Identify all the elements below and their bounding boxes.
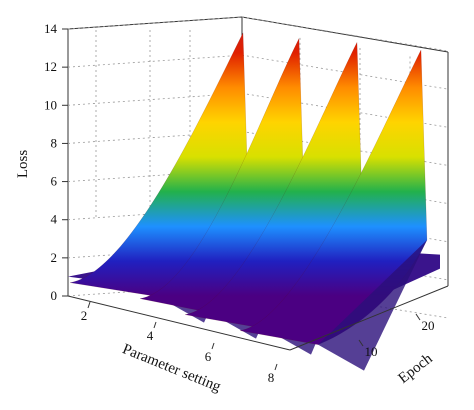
- surface-ridge-shadow: [318, 239, 427, 371]
- x-tick: [153, 321, 157, 329]
- y-tick: [415, 313, 421, 321]
- axes-box-front: [67, 285, 449, 351]
- z-tick-label: 14: [44, 21, 58, 36]
- z-tick-label: 10: [44, 97, 57, 112]
- y-axis-ticks: 10 20: [358, 313, 435, 359]
- y-tick-label: 10: [365, 344, 378, 359]
- surface-plot: [68, 32, 440, 371]
- x-tick-label: 6: [205, 349, 212, 364]
- y-axis-title: Epoch: [396, 350, 436, 387]
- z-tick-label: 6: [51, 174, 58, 189]
- x-tick: [87, 301, 91, 309]
- x-axis-line: [67, 295, 291, 351]
- z-tick-label: 4: [51, 212, 58, 227]
- x-tick: [274, 363, 278, 371]
- z-tick-label: 0: [51, 288, 58, 303]
- y-tick: [358, 339, 364, 347]
- z-tick-label: 2: [51, 250, 58, 265]
- z-tick-label: 12: [44, 59, 57, 74]
- y-axis-line: [289, 285, 449, 351]
- y-tick-label: 20: [422, 318, 435, 333]
- x-tick-label: 4: [147, 328, 154, 343]
- z-axis-title: Loss: [15, 150, 31, 179]
- x-tick-label: 2: [81, 308, 88, 323]
- x-axis-ticks: 2 4 6 8: [81, 301, 278, 385]
- z-tick-label: 8: [51, 135, 58, 150]
- x-tick-label: 8: [268, 370, 275, 385]
- z-axis-ticks: 0 2 4 6 8 10 12 14: [44, 21, 68, 303]
- gridline-z-left: [67, 54, 243, 68]
- x-tick: [211, 342, 215, 350]
- box-top-right-edge: [241, 16, 449, 53]
- gridline-z-left: [67, 16, 243, 30]
